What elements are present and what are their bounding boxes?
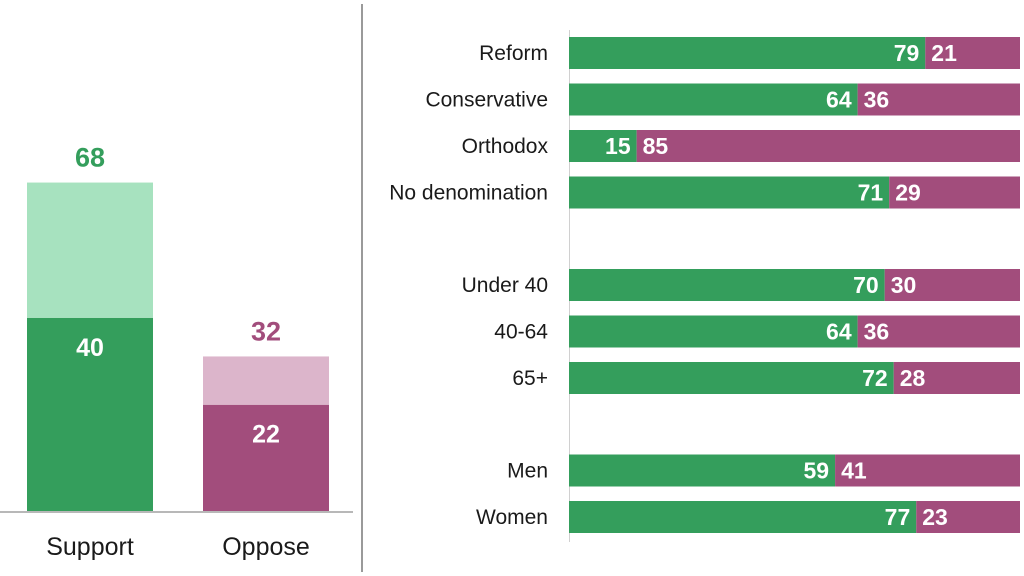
conservative-oppose-bar (857, 83, 1020, 116)
men-oppose-bar (835, 454, 1020, 487)
orthodox-support-bar (569, 130, 637, 162)
women-support-value-label: 77 (885, 504, 911, 530)
oppose-bar-top (203, 356, 329, 405)
women-oppose-bar (916, 501, 1020, 533)
orthodox-support-value-label: 15 (605, 133, 631, 159)
orthodox-oppose-value-label: 85 (643, 133, 669, 159)
reform-oppose-bar (925, 37, 1020, 69)
under-40-oppose-bar (884, 269, 1020, 301)
no-denomination-support-value-label: 71 (858, 180, 884, 206)
reform-support-bar (569, 37, 926, 69)
women-row-label: Women (476, 506, 548, 529)
no-denomination-oppose-value-label: 29 (895, 180, 921, 206)
men-support-bar (569, 454, 836, 487)
panel-divider (361, 4, 363, 572)
reform-oppose-value-label: 21 (931, 40, 957, 66)
under-40-support-bar (569, 269, 885, 301)
under-40-row-label: Under 40 (462, 274, 548, 297)
women-oppose-value-label: 23 (922, 504, 948, 530)
40-64-oppose-value-label: 36 (864, 319, 890, 345)
support-base-value-label: 40 (76, 334, 104, 362)
oppose-bar-base (203, 404, 329, 511)
oppose-base-value-label: 22 (252, 421, 280, 449)
no-denomination-row-label: No denomination (389, 182, 548, 205)
65-support-value-label: 72 (862, 365, 888, 391)
40-64-row-label: 40-64 (494, 321, 548, 344)
40-64-oppose-bar (857, 315, 1020, 348)
conservative-row-label: Conservative (425, 89, 548, 112)
men-support-value-label: 59 (803, 458, 829, 484)
65-oppose-value-label: 28 (900, 365, 926, 391)
oppose-category-label: Oppose (222, 533, 310, 561)
support-total-value-label: 68 (75, 143, 105, 173)
support-bar-base (27, 317, 153, 511)
65-support-bar (569, 362, 894, 394)
left-chart-baseline (0, 511, 353, 513)
support-bar-top (27, 182, 153, 318)
overall-support-oppose-chart: 40 68 Support 22 32 Oppose (27, 143, 329, 561)
conservative-support-bar (569, 83, 858, 116)
reform-support-value-label: 79 (894, 40, 920, 66)
conservative-oppose-value-label: 36 (864, 87, 890, 113)
40-64-support-bar (569, 315, 858, 348)
orthodox-oppose-bar (636, 130, 1020, 162)
40-64-support-value-label: 64 (826, 319, 852, 345)
reform-row-label: Reform (479, 42, 548, 65)
orthodox-row-label: Orthodox (462, 135, 549, 158)
conservative-support-value-label: 64 (826, 87, 852, 113)
oppose-total-value-label: 32 (251, 316, 281, 346)
65-oppose-bar (893, 362, 1020, 394)
65-row-label: 65+ (512, 367, 548, 390)
under-40-support-value-label: 70 (853, 272, 879, 298)
support-category-label: Support (46, 533, 134, 561)
men-oppose-value-label: 41 (841, 458, 867, 484)
no-denomination-support-bar (569, 176, 890, 209)
women-support-bar (569, 501, 917, 533)
under-40-oppose-value-label: 30 (891, 272, 917, 298)
men-row-label: Men (507, 460, 548, 483)
no-denomination-oppose-bar (889, 176, 1020, 209)
